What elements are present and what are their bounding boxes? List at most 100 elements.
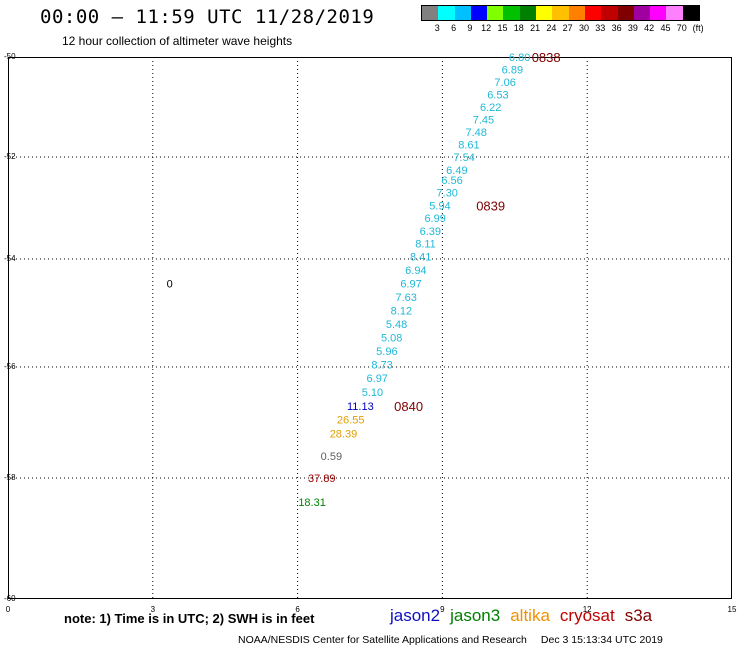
wave-height-label: 6.80	[509, 52, 530, 64]
scale-swatch	[568, 6, 585, 20]
page-title: 00:00 – 11:59 UTC 11/28/2019	[40, 6, 375, 28]
color-scale-swatches	[421, 5, 701, 21]
wave-height-label: 7.48	[465, 127, 486, 139]
scale-label: 12	[481, 23, 492, 33]
wave-height-label: 7.63	[395, 292, 416, 304]
footer-credit: NOAA/NESDIS Center for Satellite Applica…	[238, 634, 663, 646]
x-tick-label: 3	[151, 605, 156, 614]
wave-height-label: 37.89	[308, 473, 336, 485]
x-tick-label: 6	[295, 605, 300, 614]
color-scale-labels: 3 6 9 12 15 18 21 24 27 30 33 36 39 42 45 70 (ft)	[421, 23, 740, 35]
wave-height-label: 0.59	[321, 451, 342, 463]
wave-height-label: 8.12	[391, 305, 412, 317]
scale-label: 6	[451, 23, 457, 33]
scale-label: 39	[627, 23, 638, 33]
scale-label: 21	[530, 23, 541, 33]
wave-height-label: 7.30	[437, 188, 458, 200]
wave-height-label: 7.54	[453, 152, 474, 164]
wave-height-label: 6.89	[502, 65, 523, 77]
wave-height-label: 6.22	[480, 102, 501, 114]
wave-height-label: 6.49	[446, 165, 467, 177]
page-subtitle: 12 hour collection of altimeter wave hei…	[62, 34, 293, 48]
scale-swatch	[666, 6, 683, 20]
scale-label: (ft)	[692, 23, 704, 33]
time-marker-label: 0838	[532, 50, 561, 65]
time-marker-label: 0840	[394, 399, 423, 414]
legend-jason2: jason2	[390, 606, 441, 625]
wave-height-label: 6.94	[405, 265, 426, 277]
scale-swatch	[584, 6, 602, 20]
wave-height-label: 6.97	[367, 373, 388, 385]
scale-label: 9	[467, 23, 473, 33]
wave-height-label: 5.08	[381, 332, 402, 344]
scale-label: 70	[676, 23, 687, 33]
scale-label: 18	[513, 23, 524, 33]
scale-label: 30	[578, 23, 590, 33]
y-tick-label: -52	[4, 152, 16, 161]
wave-height-label: 0	[167, 278, 173, 290]
wave-height-label: 5.94	[429, 200, 450, 212]
wave-height-label: 5.10	[362, 387, 383, 399]
x-tick-label: 12	[583, 605, 592, 614]
scale-label: 15	[497, 23, 508, 33]
wave-height-label: 7.45	[473, 115, 494, 127]
scale-swatch	[438, 6, 455, 20]
wave-height-label: 28.39	[330, 429, 358, 441]
x-tick-label: 0	[6, 605, 11, 614]
x-tick-label: 9	[440, 605, 445, 614]
scale-label: 3	[434, 23, 440, 33]
legend-s3a: s3a	[624, 606, 653, 625]
scale-swatch	[487, 6, 504, 20]
wave-height-label: 8.73	[371, 359, 392, 371]
scale-swatch	[503, 6, 520, 20]
wave-height-label: 8.61	[458, 140, 479, 152]
scale-swatch	[552, 6, 569, 20]
y-tick-label: -58	[4, 473, 16, 482]
wave-height-label: 6.39	[420, 226, 441, 238]
y-tick-label: -60	[4, 594, 16, 603]
y-tick-label: -54	[4, 254, 16, 263]
wave-height-label: 11.13	[347, 401, 374, 413]
scale-swatch	[617, 6, 634, 20]
footer-note: note: 1) Time is in UTC; 2) SWH is in fe…	[64, 611, 315, 626]
wave-height-label: 6.97	[400, 278, 421, 290]
scale-swatch	[633, 6, 651, 20]
wave-height-label: 5.48	[386, 319, 407, 331]
y-tick-label: -56	[4, 362, 16, 371]
wave-height-label: 18.31	[298, 497, 326, 509]
wave-height-label: 6.53	[487, 90, 508, 102]
map-plot-area	[8, 57, 732, 599]
wave-height-label: 8.11	[415, 239, 436, 251]
wave-height-label: 7.06	[494, 77, 515, 89]
y-tick-label: -50	[4, 52, 16, 61]
satellite-legend: jason2 jason3 altika cryosat s3a	[390, 606, 662, 626]
scale-label: 42	[644, 23, 655, 33]
time-marker-label: 0839	[476, 198, 505, 213]
wave-height-label: 6.99	[424, 213, 445, 225]
legend-jason3: jason3	[450, 606, 501, 625]
wave-height-label: 6.56	[441, 175, 462, 187]
scale-swatch	[601, 6, 618, 20]
scale-swatch	[454, 6, 471, 20]
scale-swatch	[470, 6, 488, 20]
scale-swatch	[682, 6, 700, 20]
legend-cryosat: cryosat	[559, 606, 615, 625]
legend-altika: altika	[510, 606, 550, 625]
wave-height-label: 8.41	[410, 251, 431, 263]
scale-swatch	[536, 6, 553, 20]
wave-height-label: 26.55	[337, 415, 365, 427]
scale-swatch	[519, 6, 537, 20]
scale-swatch	[650, 6, 667, 20]
scale-label: 27	[562, 23, 573, 33]
scale-swatch	[422, 6, 439, 20]
timestamp-text: Dec 3 15:13:34 UTC 2019	[540, 634, 663, 646]
scale-label: 45	[660, 23, 671, 33]
wave-height-label: 5.96	[376, 346, 397, 358]
scale-label: 24	[546, 23, 557, 33]
scale-label: 36	[611, 23, 622, 33]
credit-text: NOAA/NESDIS Center for Satellite Applica…	[238, 634, 527, 646]
x-tick-label: 15	[728, 605, 737, 614]
color-scale: 3 6 9 12 15 18 21 24 27 30 33 36 39 42 45 70 (ft)	[421, 5, 704, 33]
scale-label: 33	[595, 23, 606, 33]
